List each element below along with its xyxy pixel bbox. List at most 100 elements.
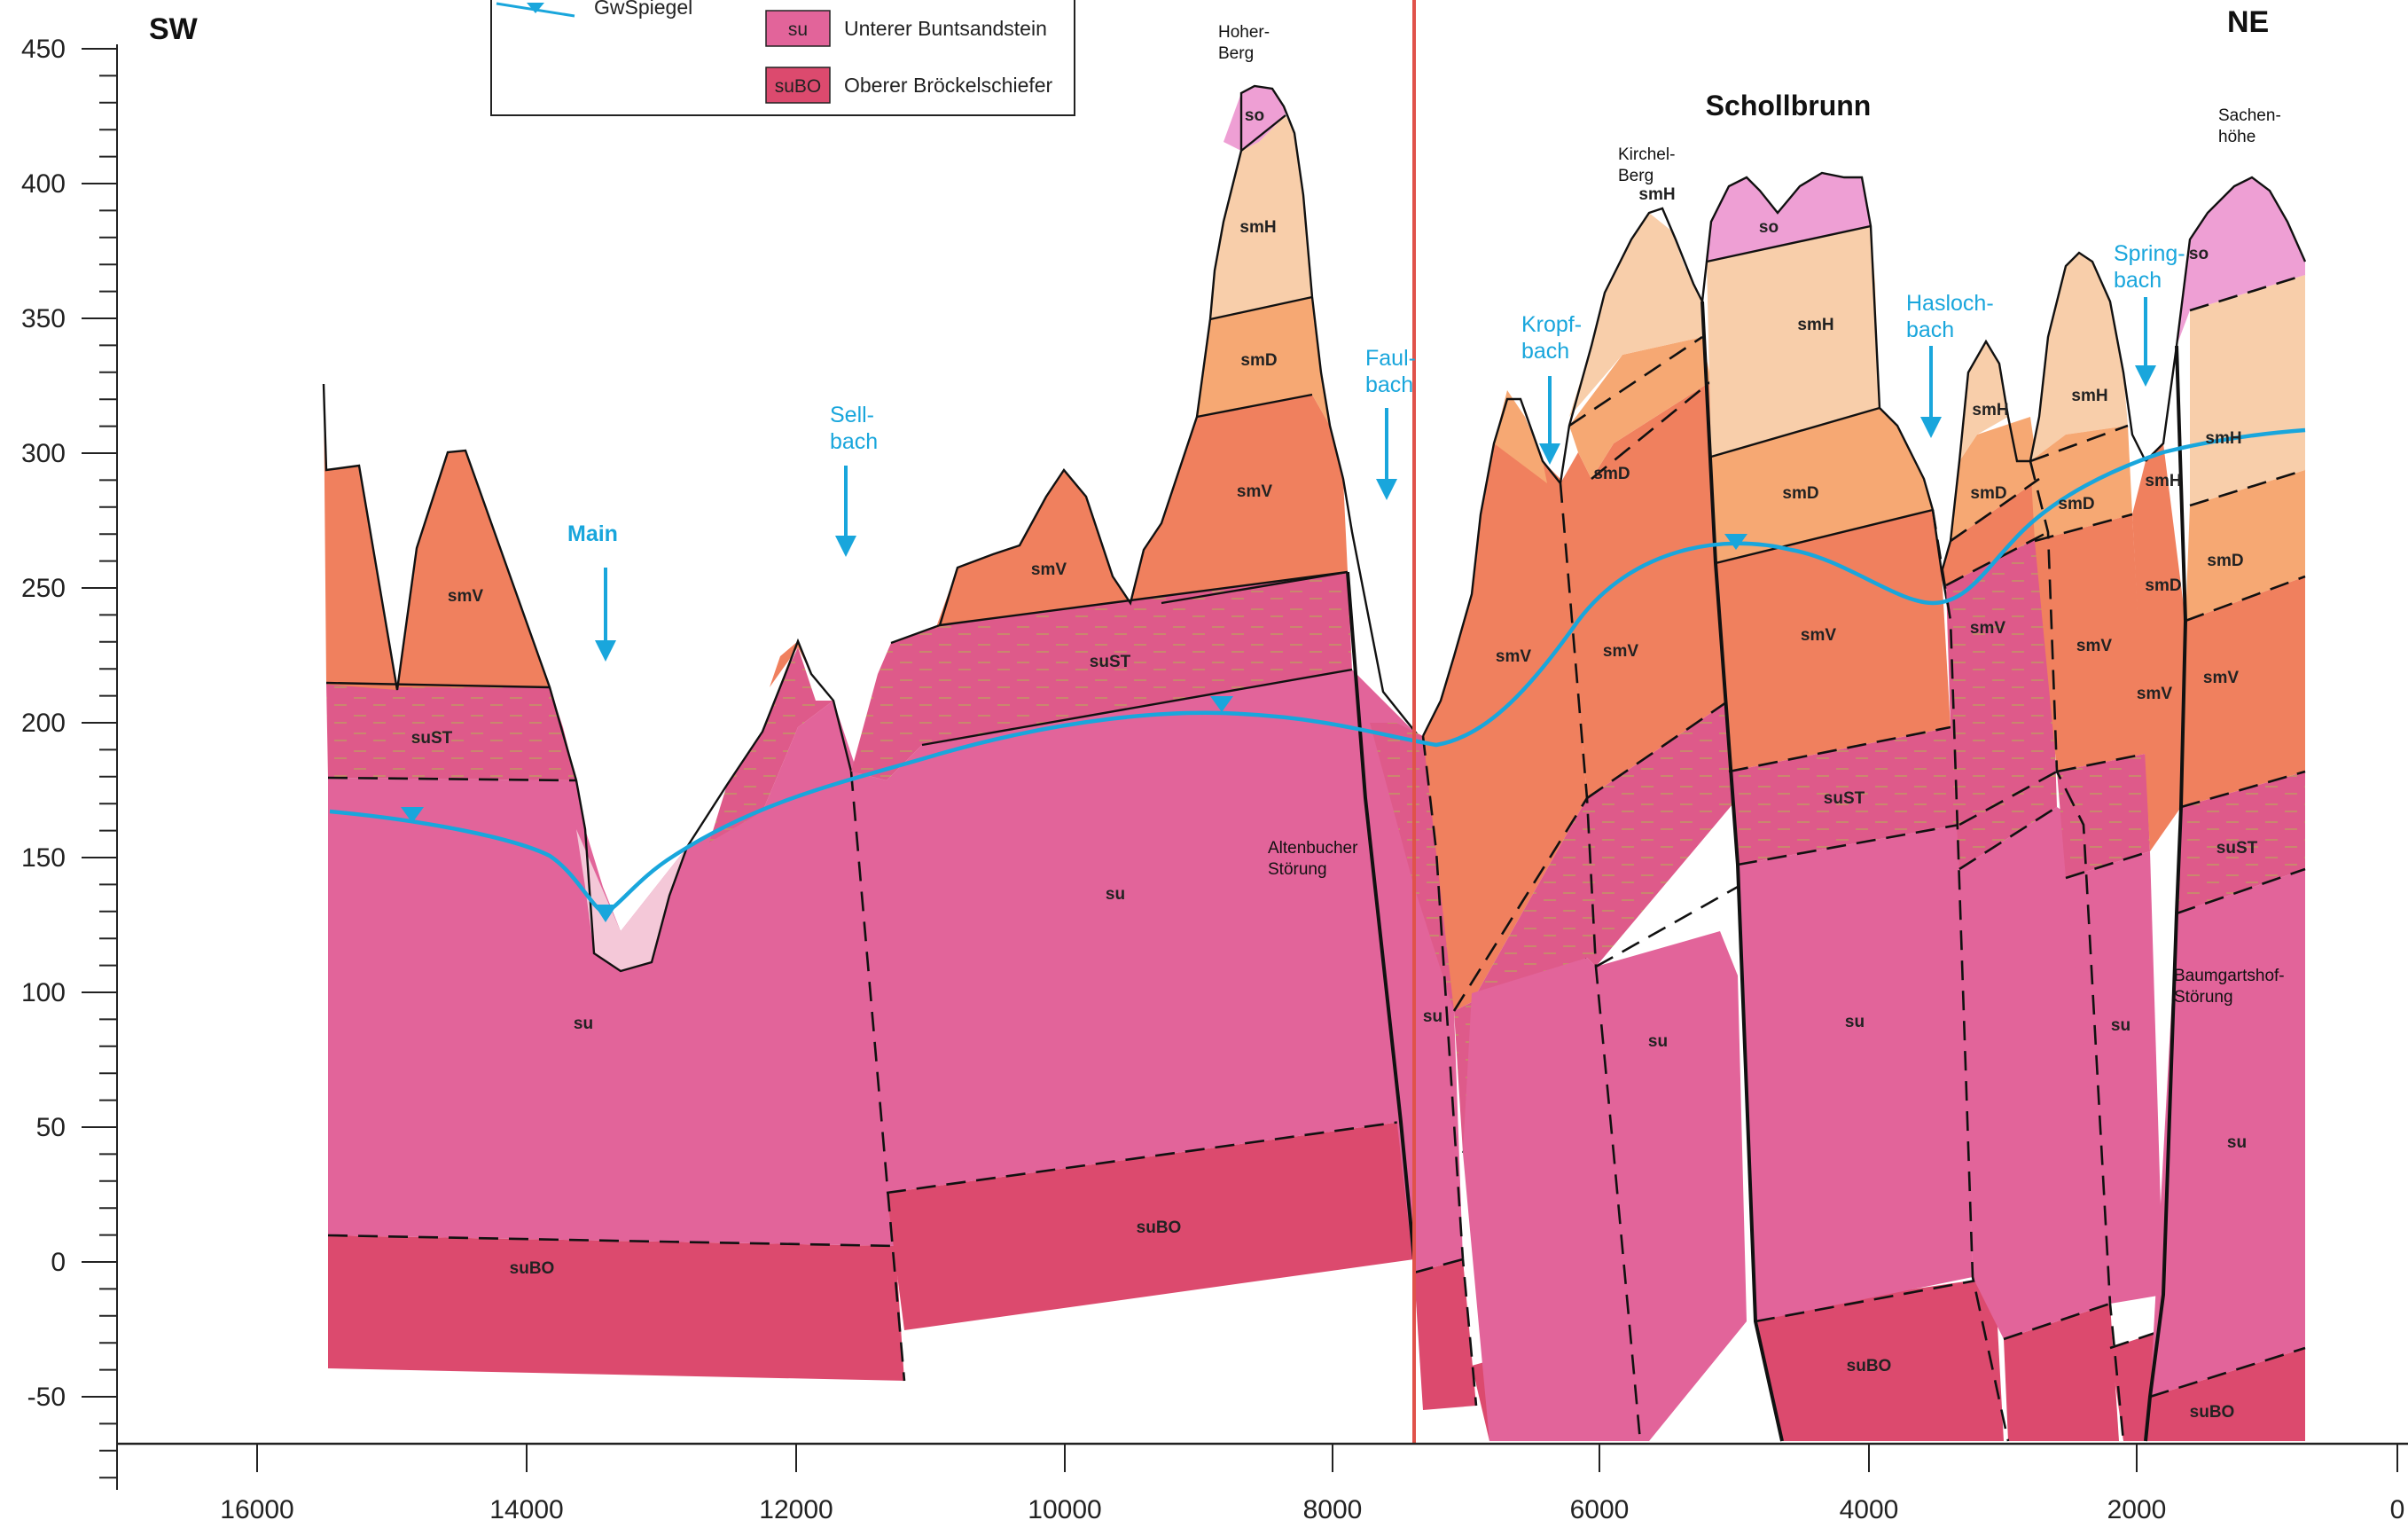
unit-label-smh: smH [2145, 472, 2181, 490]
stream-label-faulbach: Faul- [1365, 346, 1416, 371]
unit-label-smh: smH [2205, 429, 2241, 448]
block-c [1352, 390, 1589, 1410]
x-tick-label: 2000 [2107, 1495, 2167, 1524]
x-tick-label: 16000 [220, 1495, 293, 1524]
block-b-su [851, 670, 1419, 1193]
x-tick-label: 10000 [1028, 1495, 1101, 1524]
unit-label-su: su [1648, 1032, 1668, 1051]
block-e-subo [1755, 1277, 2004, 1441]
legend-code-su: su [788, 20, 808, 40]
block-g-sust [2177, 772, 2305, 913]
unit-label-smh: smH [1797, 316, 1833, 334]
block-c-subo [1414, 1259, 1476, 1410]
unit-label-smv: smV [1237, 482, 1272, 501]
x-tick-label: 14000 [489, 1495, 563, 1524]
block-g-subo [2146, 1348, 2305, 1441]
unit-label-smv: smV [1603, 642, 1638, 661]
unit-label-smh: smH [1239, 218, 1276, 237]
stream-label-haslochbach: Hasloch- [1906, 291, 1994, 316]
y-tick-label: 250 [21, 574, 66, 603]
block-e-smd [1711, 408, 1933, 563]
unit-label-so: so [1245, 106, 1264, 125]
stream-kropfbach: Kropf- bach [1521, 312, 1582, 465]
stream-sellbach: Sell- bach [830, 403, 878, 557]
unit-label-sust: suST [1824, 789, 1865, 808]
main-alluvium [576, 829, 687, 971]
fault-label-altenbucher: Störung [1268, 860, 1327, 879]
unit-label-sust: suST [1090, 653, 1131, 671]
legend: GwSpiegel su Unterer Buntsandstein suBO … [490, 0, 1075, 116]
legend-label-su: Unterer Buntsandstein [844, 17, 1047, 40]
groundwater-markers [401, 534, 1747, 922]
block-c-smd [1494, 390, 1547, 483]
block-a-smv-hill [397, 451, 550, 690]
unit-label-subo: suBO [2190, 1403, 2235, 1422]
peak-label-sachenhoehe: Sachen- [2218, 106, 2281, 125]
legend-label-subo: Oberer Bröckelschiefer [844, 74, 1053, 97]
block-g-so [2177, 177, 2305, 346]
unit-label-smv: smV [2076, 637, 2112, 655]
unit-label-sust: suST [411, 729, 453, 748]
block-a-subo [328, 1235, 904, 1381]
block-f-smh [1959, 341, 2008, 461]
block-b [851, 84, 1419, 1330]
stream-label-springbach: Spring- [2114, 241, 2185, 266]
y-axis [82, 44, 118, 1490]
unit-label-smd: smD [2145, 576, 2181, 595]
unit-label-smv: smV [1031, 560, 1067, 579]
stream-label-sellbach: bach [830, 429, 878, 454]
block-f-su-2 [2066, 851, 2163, 1304]
stream-label-springbach: bach [2114, 268, 2162, 293]
block-b-smv [935, 395, 1348, 630]
block-d-smd [1569, 337, 1711, 479]
block-d-sust [1587, 701, 1738, 967]
direction-sw-label: SW [149, 12, 199, 46]
stream-springbach: Spring- bach [2114, 241, 2185, 387]
x-axis [117, 1442, 2408, 1472]
y-tick-label: 100 [21, 978, 66, 1007]
unit-label-smv: smV [1496, 647, 1531, 666]
peak-label-hoher-berg: Hoher- [1218, 23, 1270, 42]
block-a-sust [326, 683, 576, 780]
legend-swatch-su [765, 10, 831, 47]
block-b-so [1224, 86, 1286, 151]
block-a-su [328, 701, 895, 1246]
stream-main: Main [567, 521, 618, 662]
unit-label-subo: suBO [1847, 1357, 1892, 1375]
y-tick-label: 300 [21, 439, 66, 468]
unit-label-su: su [1106, 885, 1125, 904]
x-tick-label: 0 [2390, 1495, 2405, 1524]
fault-label-baumgartshof: Baumgartshof- [2174, 967, 2285, 985]
block-g-smh [2190, 275, 2305, 505]
peak-label-sachenhoehe: höhe [2218, 128, 2256, 146]
legend-code-subo: suBO [775, 76, 822, 97]
block-f-smh-2 [2030, 253, 2128, 461]
x-tick-label: 4000 [1840, 1495, 1899, 1524]
stream-faulbach: Faul- bach [1365, 346, 1416, 500]
block-e-smv [1716, 510, 1951, 772]
unit-label-sust: suST [2216, 839, 2258, 858]
unit-label-su: su [2227, 1133, 2247, 1152]
block-g-west-smv [2132, 443, 2185, 851]
stream-haslochbach: Hasloch- bach [1906, 291, 1994, 438]
block-f-sust [1946, 532, 2057, 869]
y-tick-label: 0 [51, 1248, 66, 1277]
altenbucher-fault [1346, 571, 1416, 1260]
block-b-subo [887, 1122, 1414, 1330]
unit-label-smv: smV [2137, 685, 2172, 703]
block-f-smv-2 [2035, 514, 2146, 772]
block-c-smv [1423, 399, 1587, 1011]
unit-label-smv: smV [448, 587, 483, 606]
y-tick-label: 400 [21, 169, 66, 199]
block-f [1931, 251, 2168, 1442]
block-a-smv [324, 384, 397, 690]
x-tick-label: 6000 [1570, 1495, 1630, 1524]
unit-label-su: su [1845, 1013, 1865, 1031]
block-g-smd [2185, 470, 2305, 621]
peak-label-kirchel-berg: Berg [1618, 167, 1654, 185]
stream-label-kropfbach: Kropf- [1521, 312, 1582, 337]
y-tick-label: -50 [27, 1383, 66, 1412]
town-label-schollbrunn: Schollbrunn [1706, 90, 1872, 121]
unit-label-su: su [1423, 1007, 1442, 1026]
